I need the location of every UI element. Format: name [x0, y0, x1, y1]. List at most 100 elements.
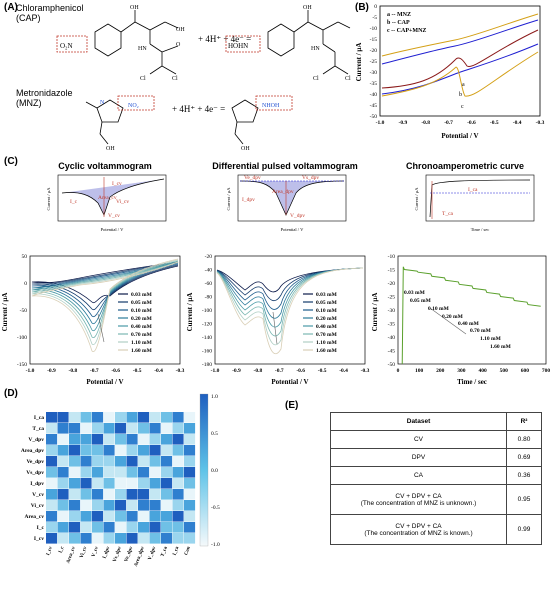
dpv-legend-label: 0.40 mM [316, 324, 338, 330]
dpv-legend-label: 0.10 mM [316, 308, 338, 314]
heatmap-row-label: Area_cv [25, 514, 45, 520]
heatmap-cell [126, 445, 138, 456]
heatmap-row-label: I_ca [34, 415, 44, 421]
dpv-schem-i: I_dpv [242, 197, 255, 203]
panel-e-label: (E) [285, 400, 299, 411]
ca-conc-label: 0.10 mM [428, 306, 450, 312]
xtick-label: 300 [457, 368, 466, 374]
heatmap-cell [80, 434, 92, 445]
cv-legend-label: 0.20 mM [131, 316, 153, 322]
panel-b-ytick: -45 [370, 103, 378, 109]
heatmap-cell [46, 522, 58, 533]
colorbar [199, 393, 209, 547]
mnz-oh: OH [106, 146, 115, 152]
dpv-curve [216, 267, 364, 302]
heatmap-cell [126, 522, 138, 533]
xtick-label: 600 [521, 368, 530, 374]
heatmap-cell [115, 533, 127, 544]
heatmap-cell [46, 511, 58, 522]
heatmap-cell [115, 500, 127, 511]
colorbar-tick: -1.0 [211, 542, 220, 548]
ytick-label: -40 [205, 268, 213, 274]
heatmap-cell [172, 434, 184, 445]
ca-conc-label: 1.10 mM [480, 336, 502, 342]
heatmap-cell [115, 423, 127, 434]
heatmap-cell [161, 456, 173, 467]
heatmap-cell [92, 445, 104, 456]
panel-b-ytick: -5 [372, 15, 377, 21]
cap-o: O [176, 42, 181, 48]
heatmap-cell [149, 445, 161, 456]
cap-oh-2: OH [176, 27, 185, 33]
heatmap-cell [172, 412, 184, 423]
heatmap-cell [126, 489, 138, 500]
heatmap-col-label: Vi_cv [80, 546, 89, 559]
heatmap-cell [92, 423, 104, 434]
heatmap-cell [172, 500, 184, 511]
heatmap-cell [57, 500, 69, 511]
r2-val-dpv: 0.69 [506, 448, 542, 467]
cv-chart: 0.03 mM 0.05 mM 0.10 mM 0.20 mM 0.40 mM 0.70 … [1, 254, 185, 386]
dpv-legend-label: 0.05 mM [316, 300, 338, 306]
mnz-r-oh: OH [241, 146, 250, 152]
r2-header-r2: R² [506, 412, 542, 431]
panel-b-curve-b-return [381, 19, 539, 65]
panel-b-curve-a [381, 29, 539, 89]
heatmap-row-label: V_cv [32, 492, 44, 498]
heatmap-cell [69, 478, 81, 489]
dpv-curve [216, 267, 364, 328]
heatmap-cell [115, 511, 127, 522]
heatmap-row-label: T_ca [32, 426, 44, 432]
dpv-legend-label: 1.10 mM [316, 340, 338, 346]
ytick-label: -50 [388, 362, 396, 368]
xtick-label: 400 [478, 368, 487, 374]
xtick-label: -0.9 [47, 368, 56, 374]
heatmap-col-label: I_cv [46, 546, 54, 557]
heatmap-col-label: Area_cv [66, 546, 77, 565]
cv-curve [31, 261, 179, 311]
heatmap-cell [161, 489, 173, 500]
ytick-label: -40 [388, 335, 396, 341]
cap-hydroxylamine-box [225, 35, 261, 53]
ca-conc-label: 1.60 mM [490, 344, 512, 350]
panel-b-ytick: -25 [370, 59, 378, 65]
cap-reaction-terms: + 4H⁺ + 4e⁻ = [198, 34, 251, 44]
heatmap-cell [69, 434, 81, 445]
r2-row-ca: CA [330, 466, 507, 485]
panel-b-label-b: b [459, 92, 462, 98]
xtick-label: -0.4 [339, 368, 348, 374]
heatmap-cell [126, 478, 138, 489]
dpv-curve [216, 267, 364, 354]
cap-r-cl-1: Cl [313, 76, 319, 82]
dpv-ylabel: Current / μA [186, 293, 194, 332]
xtick-label: -0.5 [318, 368, 327, 374]
reaction-schemes: O₂N OH OH HN Cl Cl O + 4H⁺ + 4e⁻ = HOHN … [56, 5, 351, 152]
heatmap-cell [103, 500, 115, 511]
xtick-label: 700 [542, 368, 550, 374]
ca-conc-label: 0.40 mM [458, 321, 480, 327]
heatmap-cell [80, 489, 92, 500]
heatmap-row-label: V_dpv [28, 437, 44, 443]
dpv-curves [216, 267, 364, 354]
heatmap-cell [92, 456, 104, 467]
ytick-label: -45 [388, 349, 396, 355]
heatmap-cell [80, 445, 92, 456]
panel-b-legend-a: a -- MNZ [387, 12, 411, 18]
heatmap-cell [172, 456, 184, 467]
cap-no2-text: O₂N [60, 42, 73, 50]
heatmap-cells [46, 412, 196, 544]
ca-schem-t: T_ca [442, 211, 454, 217]
panel-b-ytick: -20 [370, 48, 378, 54]
heatmap-cell [57, 423, 69, 434]
heatmap-cell [57, 522, 69, 533]
panel-b-xtick: -0.3 [536, 120, 545, 126]
heatmap-cell [57, 445, 69, 456]
dpv-schem-ve: Ve_dpv [244, 175, 261, 181]
panel-b-xtick: -0.9 [398, 120, 407, 126]
cv-title: Cyclic voltammogram [58, 161, 152, 171]
heatmap-cell [161, 522, 173, 533]
heatmap-cell [46, 456, 58, 467]
cap-cl-2: Cl [172, 76, 178, 82]
heatmap-cell [115, 522, 127, 533]
cv-curve [31, 259, 179, 346]
